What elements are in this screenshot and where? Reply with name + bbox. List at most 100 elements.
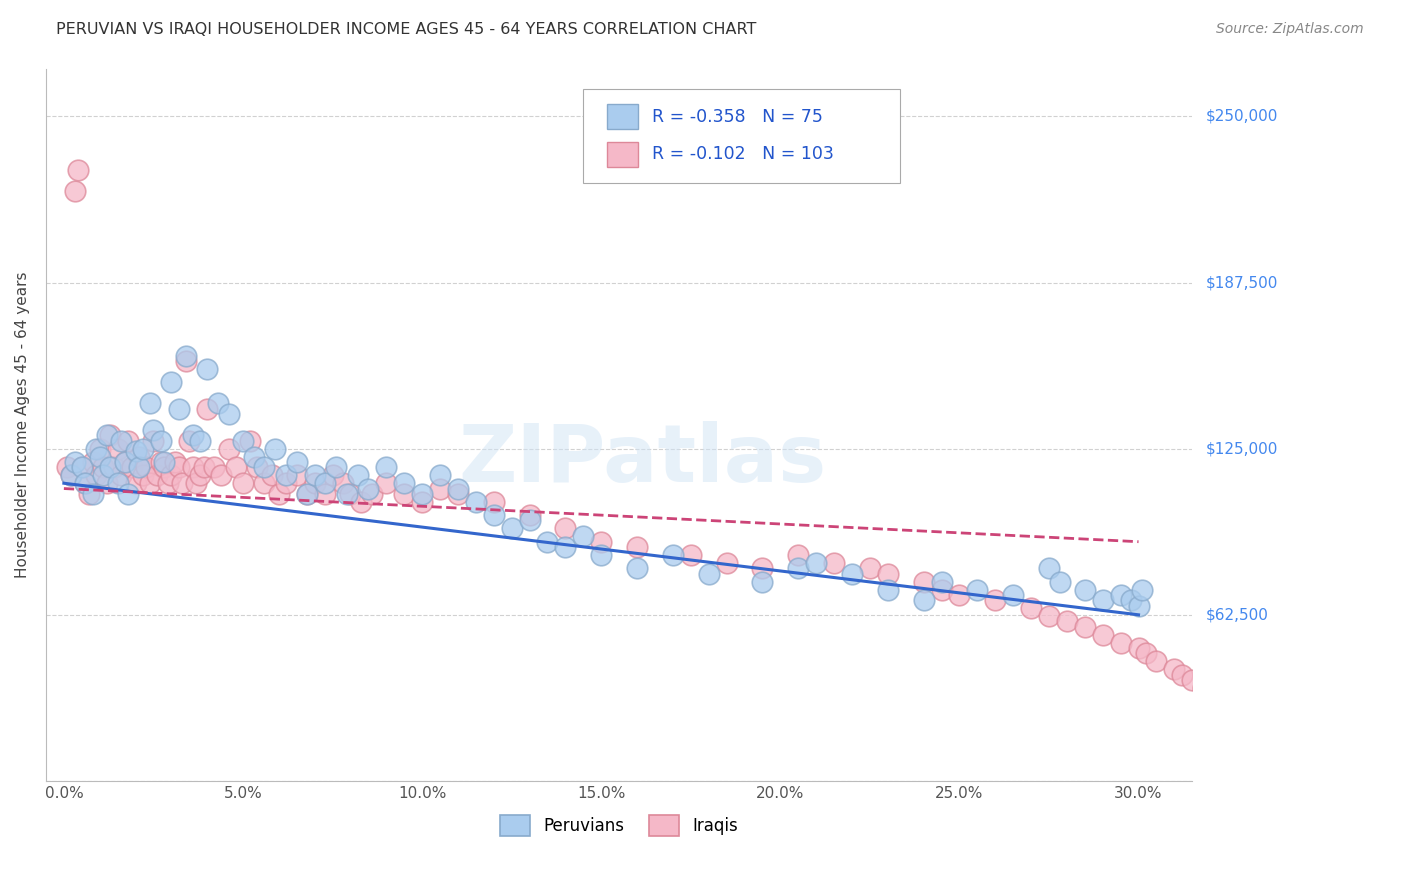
Point (679, 548, 702, 562)
Point (267, 487, 290, 501)
Point (117, 434, 139, 448)
Point (160, 468, 183, 483)
Point (89, 442, 111, 456)
Point (626, 561, 648, 575)
Point (211, 468, 233, 483)
Point (75, 476, 97, 491)
Point (984, 593, 1007, 607)
Point (1109, 588, 1132, 602)
Point (1002, 588, 1025, 602)
Point (1234, 715, 1257, 730)
Point (188, 468, 211, 483)
Point (70, 460, 93, 475)
Point (186, 476, 208, 491)
Point (859, 561, 882, 575)
Point (142, 434, 165, 448)
Point (160, 375, 183, 389)
Point (239, 434, 262, 448)
Point (91, 468, 114, 483)
Point (149, 434, 172, 448)
Legend: Peruvians, Iraqis: Peruvians, Iraqis (492, 807, 747, 844)
Point (1241, 721, 1264, 735)
Point (181, 460, 204, 475)
Point (1109, 636, 1132, 650)
Point (253, 460, 276, 475)
Point (225, 460, 247, 475)
Point (304, 476, 326, 491)
Point (232, 434, 254, 448)
Point (91, 460, 114, 475)
Point (96, 428, 118, 442)
Point (841, 566, 863, 581)
Point (572, 529, 595, 543)
Point (1271, 742, 1294, 756)
Point (361, 487, 384, 501)
Point (1209, 694, 1232, 708)
Point (1038, 609, 1060, 624)
Point (285, 455, 308, 469)
Point (128, 460, 150, 475)
Point (1074, 620, 1097, 634)
Point (482, 508, 505, 523)
Point (501, 521, 523, 535)
Point (264, 442, 287, 456)
Point (1216, 699, 1239, 714)
Point (179, 434, 201, 448)
Text: $250,000: $250,000 (1206, 109, 1278, 124)
Point (429, 482, 451, 496)
Point (346, 468, 368, 483)
Point (392, 476, 415, 491)
Point (218, 407, 240, 421)
Point (1163, 662, 1185, 676)
Point (482, 495, 505, 509)
Point (325, 460, 347, 475)
Point (75, 476, 97, 491)
Point (297, 487, 319, 501)
Point (202, 460, 225, 475)
Point (1264, 734, 1286, 748)
Point (114, 455, 136, 469)
Point (100, 460, 122, 475)
Point (260, 468, 283, 483)
Point (536, 534, 558, 549)
Point (128, 450, 150, 464)
Point (149, 455, 172, 469)
Point (931, 574, 953, 589)
Text: $187,500: $187,500 (1206, 275, 1278, 290)
Point (84, 468, 107, 483)
Point (146, 468, 169, 483)
Point (787, 561, 810, 575)
Point (1019, 601, 1042, 615)
Text: ZIPatlas: ZIPatlas (458, 421, 827, 500)
Point (447, 482, 470, 496)
Point (110, 468, 132, 483)
Point (84, 442, 107, 456)
Point (336, 487, 359, 501)
Point (124, 476, 146, 491)
Point (375, 476, 398, 491)
Point (274, 468, 297, 483)
Point (1170, 667, 1192, 681)
Point (82, 487, 104, 501)
Point (931, 582, 953, 597)
Point (591, 548, 613, 562)
Point (554, 521, 576, 535)
Point (912, 574, 935, 589)
Point (332, 476, 354, 491)
Point (787, 548, 810, 562)
Point (1253, 726, 1275, 740)
Point (1091, 628, 1114, 642)
Point (246, 460, 269, 475)
Point (411, 487, 433, 501)
Text: PERUVIAN VS IRAQI HOUSEHOLDER INCOME AGES 45 - 64 YEARS CORRELATION CHART: PERUVIAN VS IRAQI HOUSEHOLDER INCOME AGE… (56, 22, 756, 37)
Point (948, 588, 970, 602)
Point (274, 476, 297, 491)
Point (554, 540, 576, 554)
Point (156, 476, 179, 491)
Point (876, 566, 898, 581)
Point (242, 450, 264, 464)
Point (314, 476, 336, 491)
Point (153, 460, 176, 475)
Point (110, 434, 132, 448)
Point (751, 561, 773, 575)
